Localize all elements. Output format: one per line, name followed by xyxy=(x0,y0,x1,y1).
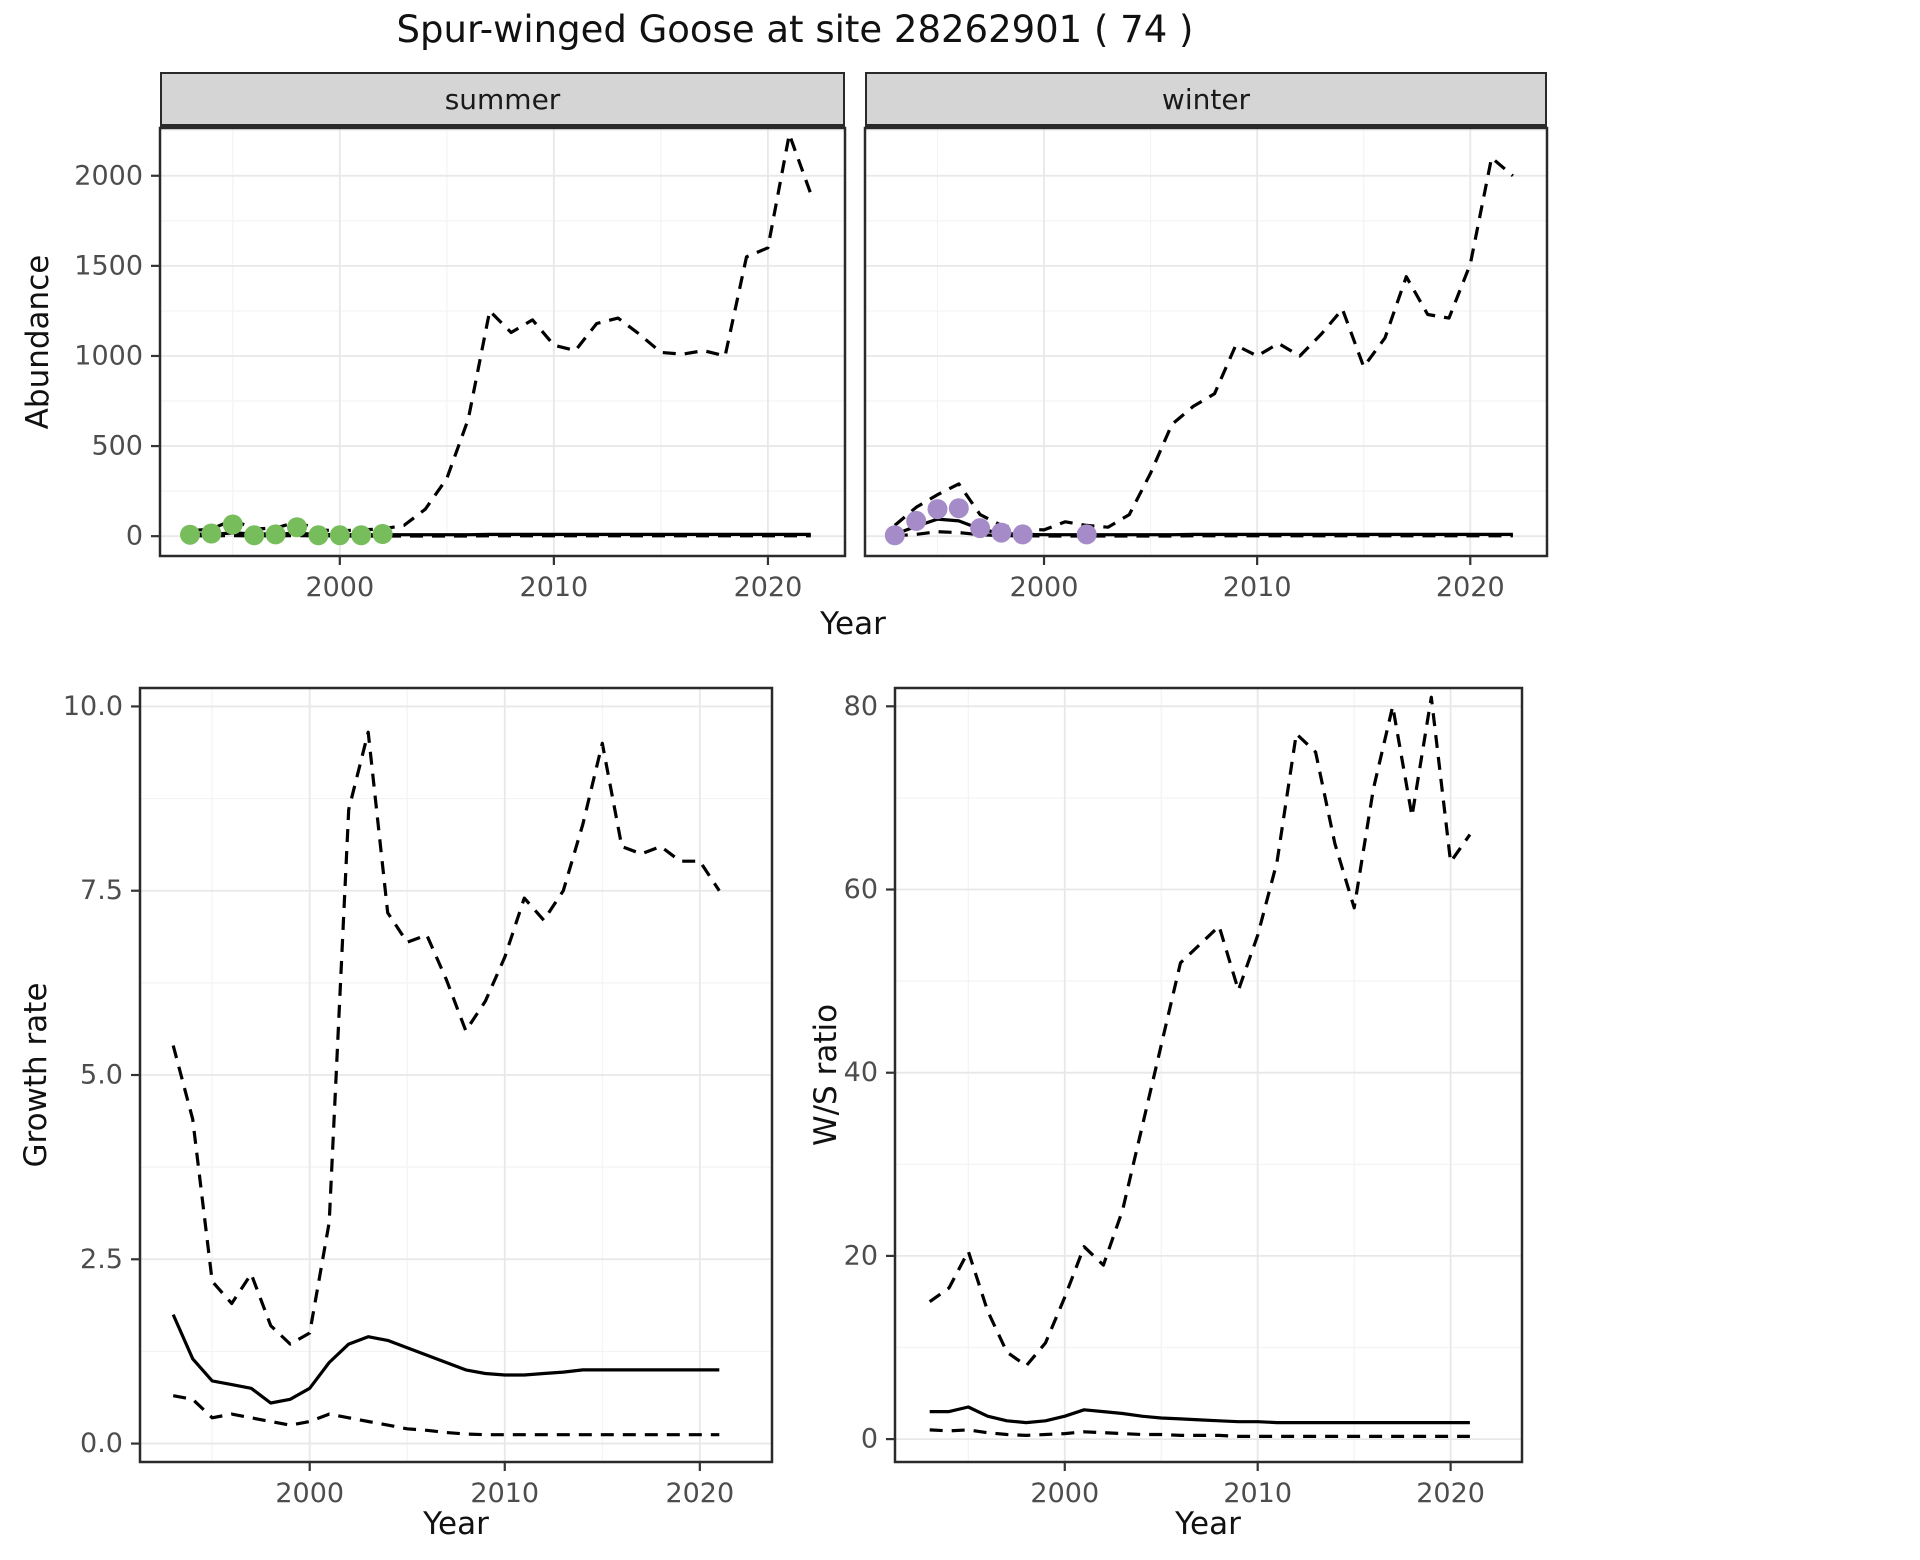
panel-border xyxy=(863,126,1549,558)
panel-ws-ratio: 0 20 40 60 80 2000 2010 2020 xyxy=(844,686,1524,1509)
y-tick-label: 1000 xyxy=(74,340,143,371)
series-lines xyxy=(171,730,721,1437)
observation-point xyxy=(948,498,969,519)
observation-point xyxy=(244,525,265,546)
lower-ci-line xyxy=(894,530,1513,538)
upper-ci-line xyxy=(928,695,1472,1368)
observation-point xyxy=(906,510,927,531)
observation-point xyxy=(1012,524,1033,545)
x-tick-label: 2020 xyxy=(665,1478,734,1509)
x-tick-label: 2010 xyxy=(470,1478,539,1509)
upper-ci-line xyxy=(189,132,813,533)
y-tick-label: 80 xyxy=(844,691,878,722)
observation-point xyxy=(1076,524,1097,545)
grid-major xyxy=(160,128,845,556)
upper-ci-line xyxy=(893,156,1514,532)
series-lines xyxy=(189,132,813,538)
y-tick-label: 10.0 xyxy=(63,691,123,722)
facet-strip-winter-label: winter xyxy=(1161,82,1251,116)
fit-line xyxy=(171,1313,720,1405)
axis-ticks: 0 20 40 60 80 2000 2010 2020 xyxy=(844,691,1485,1509)
observed-counts-winter xyxy=(884,498,1097,546)
grid-major xyxy=(865,128,1547,556)
panel-border xyxy=(158,126,847,558)
grid-major xyxy=(140,688,772,1462)
y-tick-label: 2000 xyxy=(74,160,143,191)
observation-point xyxy=(287,517,307,538)
x-tick-label: 2000 xyxy=(1030,1478,1099,1509)
y-tick-label: 0 xyxy=(861,1424,878,1455)
observation-point xyxy=(991,522,1012,543)
facet-strip-summer: summer xyxy=(160,72,845,128)
observation-point xyxy=(308,525,329,546)
upper-ci-line xyxy=(171,730,721,1346)
x-tick-label: 2000 xyxy=(275,1478,344,1509)
observation-point xyxy=(180,524,200,545)
y-tick-label: 40 xyxy=(844,1057,878,1088)
x-tick-label: 2010 xyxy=(520,572,589,603)
observation-point xyxy=(927,499,948,520)
panel-border xyxy=(893,686,1524,1464)
y-tick-label: 0.0 xyxy=(80,1428,123,1459)
y-tick-label: 60 xyxy=(844,874,878,905)
panel-winter-abundance: 2000 2010 2020 xyxy=(863,126,1549,603)
fit-line xyxy=(929,1405,1470,1425)
y-tick-label: 5.0 xyxy=(80,1060,123,1091)
lower-ci-line xyxy=(929,1428,1470,1438)
observation-point xyxy=(884,525,905,546)
series-lines xyxy=(893,156,1514,538)
observation-point xyxy=(222,514,243,535)
x-tick-label: 2010 xyxy=(1223,1478,1292,1509)
observation-point xyxy=(372,524,393,544)
axis-ticks: 0.0 2.5 5.0 7.5 10.0 2000 2010 2020 xyxy=(63,691,734,1509)
observation-point xyxy=(265,524,286,545)
observation-point xyxy=(201,523,222,544)
observation-point xyxy=(970,518,991,539)
y-tick-label: 500 xyxy=(91,431,143,462)
x-axis-label-growth-rate: Year xyxy=(423,1506,489,1542)
x-tick-label: 2010 xyxy=(1223,572,1292,603)
chart-title: Spur-winged Goose at site 28262901 ( 74 … xyxy=(396,8,1194,51)
grid-major xyxy=(895,688,1522,1462)
y-tick-label: 20 xyxy=(844,1240,878,1271)
x-axis-label-top: Year xyxy=(820,606,886,642)
x-tick-label: 2020 xyxy=(1436,572,1505,603)
x-tick-label: 2020 xyxy=(1416,1478,1485,1509)
grid-minor xyxy=(865,128,1547,556)
y-tick-label: 1500 xyxy=(74,250,143,281)
panel-summer-abundance: 0 500 1000 1500 2000 2000 2010 2020 xyxy=(74,126,847,603)
y-tick-label: 2.5 xyxy=(80,1244,123,1275)
x-tick-label: 2000 xyxy=(305,572,374,603)
x-axis-label-ws-ratio: Year xyxy=(1175,1506,1241,1542)
axis-ticks: 2000 2010 2020 xyxy=(1010,556,1505,603)
facet-strip-summer-label: summer xyxy=(444,82,561,116)
observed-counts-summer xyxy=(180,514,393,546)
series-lines xyxy=(928,695,1472,1438)
observation-point xyxy=(329,525,350,546)
grid-minor xyxy=(160,128,845,556)
y-tick-label: 7.5 xyxy=(80,875,123,906)
facet-strip-winter: winter xyxy=(865,72,1547,128)
grid-minor xyxy=(895,688,1522,1462)
axis-ticks: 0 500 1000 1500 2000 2000 2010 2020 xyxy=(74,160,802,603)
observation-point xyxy=(351,525,372,546)
x-tick-label: 2000 xyxy=(1010,572,1079,603)
lower-ci-line xyxy=(172,1394,720,1437)
x-tick-label: 2020 xyxy=(734,572,803,603)
panel-growth-rate: 0.0 2.5 5.0 7.5 10.0 2000 2010 2020 xyxy=(63,686,774,1509)
y-tick-label: 0 xyxy=(126,521,143,552)
